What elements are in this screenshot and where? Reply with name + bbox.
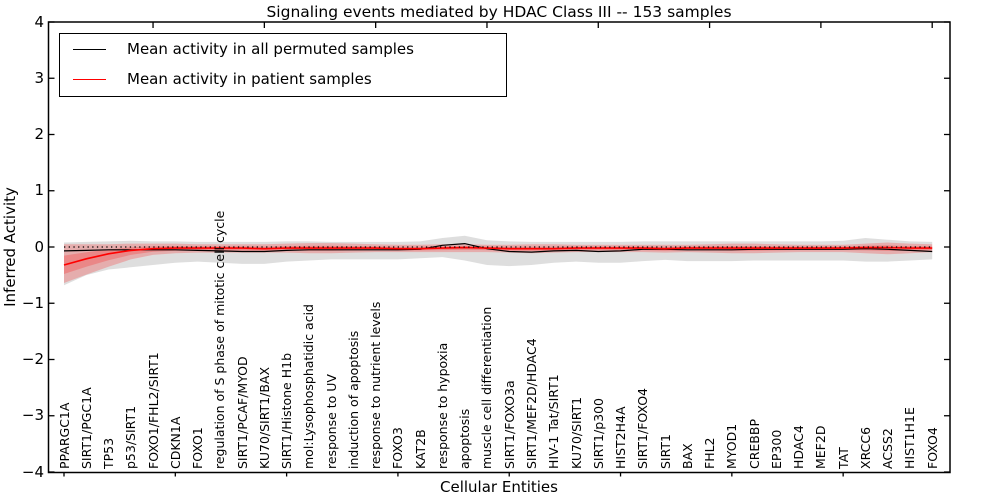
x-tick-label: SIRT1/PCAF/MYOD [234, 356, 250, 469]
y-tick-label: 3 [34, 68, 44, 87]
x-tick-label: SIRT1/Histone H1b [279, 352, 295, 469]
x-tick-label: response to hypoxia [434, 342, 450, 469]
y-tick-label: 0 [34, 237, 44, 256]
x-tick-label: XRCC6 [857, 426, 873, 469]
y-tick-label: 4 [34, 12, 44, 31]
x-tick-label: mol:Lysophosphatidic acid [301, 304, 317, 469]
x-tick-label: apoptosis [457, 408, 473, 469]
x-tick-label: p53/SIRT1 [123, 405, 139, 469]
patient-mean-line [63, 246, 933, 266]
legend-line-sample-permuted [73, 48, 106, 50]
legend-line-sample-patient [73, 78, 106, 80]
y-tick-label: −1 [21, 293, 44, 312]
x-tick-label: regulation of S phase of mitotic cell cy… [212, 210, 228, 469]
x-tick-label: CREBBP [746, 419, 762, 469]
legend: Mean activity in all permuted samples Me… [59, 33, 507, 97]
legend-label: Mean activity in all permuted samples [127, 40, 414, 58]
x-tick-label: KAT2B [412, 429, 428, 469]
x-tick-label: CDKN1A [167, 416, 183, 469]
x-tick-label: HIST1H1E [902, 407, 918, 469]
x-tick-label: PPARGC1A [56, 402, 72, 469]
x-tick-label: EP300 [768, 429, 784, 469]
x-tick-label: SIRT1 [657, 434, 673, 469]
x-tick-label: induction of apoptosis [345, 330, 361, 469]
x-tick-label: response to nutrient levels [368, 301, 384, 469]
y-tick-label: −4 [21, 462, 44, 481]
x-axis-label: Cellular Entities [440, 478, 558, 496]
x-tick-label: FOXO3 [390, 427, 406, 469]
permuted-confidence-band [64, 235, 933, 286]
x-tick-label: SIRT1/FOXO3a [501, 380, 517, 469]
x-tick-label: BAX [679, 443, 695, 469]
legend-label: Mean activity in patient samples [127, 70, 372, 88]
legend-row: Mean activity in patient samples [60, 64, 506, 94]
chart-title: Signaling events mediated by HDAC Class … [266, 3, 732, 21]
x-tick-label: KU70/SIRT1/BAX [256, 366, 272, 469]
x-tick-label: SIRT1/PGC1A [78, 387, 94, 469]
y-tick-label: 1 [34, 181, 44, 200]
x-tick-label: response to UV [323, 374, 339, 469]
x-tick-label: FHL2 [702, 437, 718, 469]
x-tick-label: SIRT1/p300 [590, 398, 606, 469]
legend-row: Mean activity in all permuted samples [60, 34, 506, 64]
patient-confidence-band [64, 242, 933, 283]
x-tick-label: SIRT1/MEF2D/HDAC4 [523, 338, 539, 469]
x-tick-label: HIV-1 Tat/SIRT1 [546, 374, 562, 469]
x-tick-label: SIRT1/FOXO4 [635, 388, 651, 469]
x-tick-label: HIST2H4A [613, 406, 629, 469]
x-tick-label: muscle cell differentiation [479, 306, 495, 469]
x-tick-label: ACSS2 [880, 428, 896, 469]
x-tick-label: FOXO1/FHL2/SIRT1 [145, 352, 161, 469]
permuted-mean-line [63, 242, 933, 253]
x-tick-label: TAT [835, 447, 851, 469]
x-tick-label: MYOD1 [724, 423, 740, 469]
x-tick-label: HDAC4 [791, 425, 807, 469]
x-tick-label: TP53 [101, 437, 117, 469]
x-tick-label: FOXO4 [924, 427, 940, 469]
y-tick-label: −3 [21, 406, 44, 425]
x-tick-label: MEF2D [813, 425, 829, 469]
x-tick-label: KU70/SIRT1 [568, 396, 584, 469]
y-tick-label: −2 [21, 350, 44, 368]
x-tick-label: FOXO1 [190, 427, 206, 469]
y-tick-label: 2 [34, 125, 44, 143]
